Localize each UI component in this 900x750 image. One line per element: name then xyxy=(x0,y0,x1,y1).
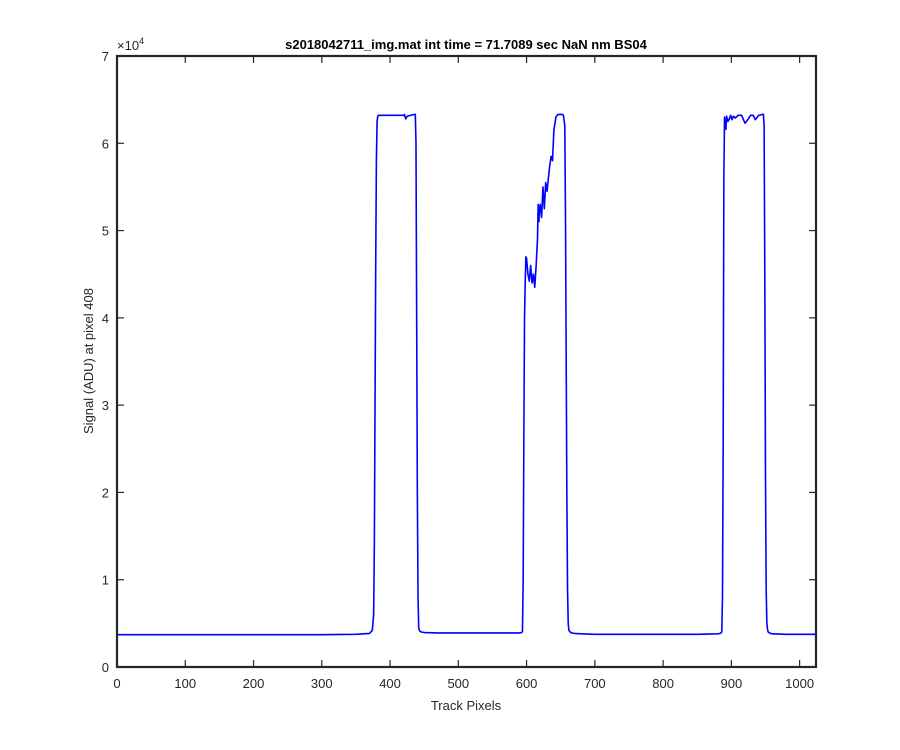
y-exponent-base: ×10 xyxy=(117,38,139,53)
y-tick-label: 4 xyxy=(102,311,109,326)
x-tick-label: 400 xyxy=(379,676,401,691)
y-axis-label: Signal (ADU) at pixel 408 xyxy=(81,288,96,434)
y-tick-label: 1 xyxy=(102,573,109,588)
series-line-0 xyxy=(117,113,816,636)
data-layer xyxy=(117,113,816,636)
y-tick-label: 2 xyxy=(102,485,109,500)
x-tick-label: 600 xyxy=(516,676,538,691)
labels-layer: 0 100 200 300 400 500 600 700 800 900 1000 0 1 2 3 4 5 6 7 xyxy=(102,49,814,691)
chart-title: s2018042711_img.mat int time = 71.7089 s… xyxy=(285,37,647,52)
x-tick-label: 500 xyxy=(447,676,469,691)
y-tick-label: 5 xyxy=(102,224,109,239)
x-tick-label: 100 xyxy=(174,676,196,691)
y-tick-label: 0 xyxy=(102,660,109,675)
y-exponent-power: 4 xyxy=(139,36,144,46)
y-tick-label: 6 xyxy=(102,136,109,151)
y-tick-label: 7 xyxy=(102,49,109,64)
y-tick-label: 3 xyxy=(102,398,109,413)
x-tick-label: 1000 xyxy=(785,676,814,691)
x-tick-label: 200 xyxy=(243,676,265,691)
x-tick-label: 700 xyxy=(584,676,606,691)
plot-background xyxy=(117,56,816,667)
x-axis-label: Track Pixels xyxy=(431,698,502,713)
x-tick-label: 800 xyxy=(652,676,674,691)
plot-frame xyxy=(115,54,818,669)
x-tick-label: 900 xyxy=(721,676,743,691)
x-tick-label: 300 xyxy=(311,676,333,691)
x-tick-label: 0 xyxy=(113,676,120,691)
y-exponent-label: ×104 xyxy=(117,36,144,53)
